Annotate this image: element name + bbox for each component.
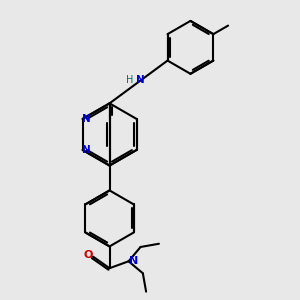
Text: N: N [82, 145, 91, 155]
Text: N: N [129, 256, 138, 266]
Text: H: H [127, 75, 134, 85]
Text: O: O [84, 250, 93, 260]
Text: N: N [82, 114, 91, 124]
Text: N: N [136, 75, 145, 85]
